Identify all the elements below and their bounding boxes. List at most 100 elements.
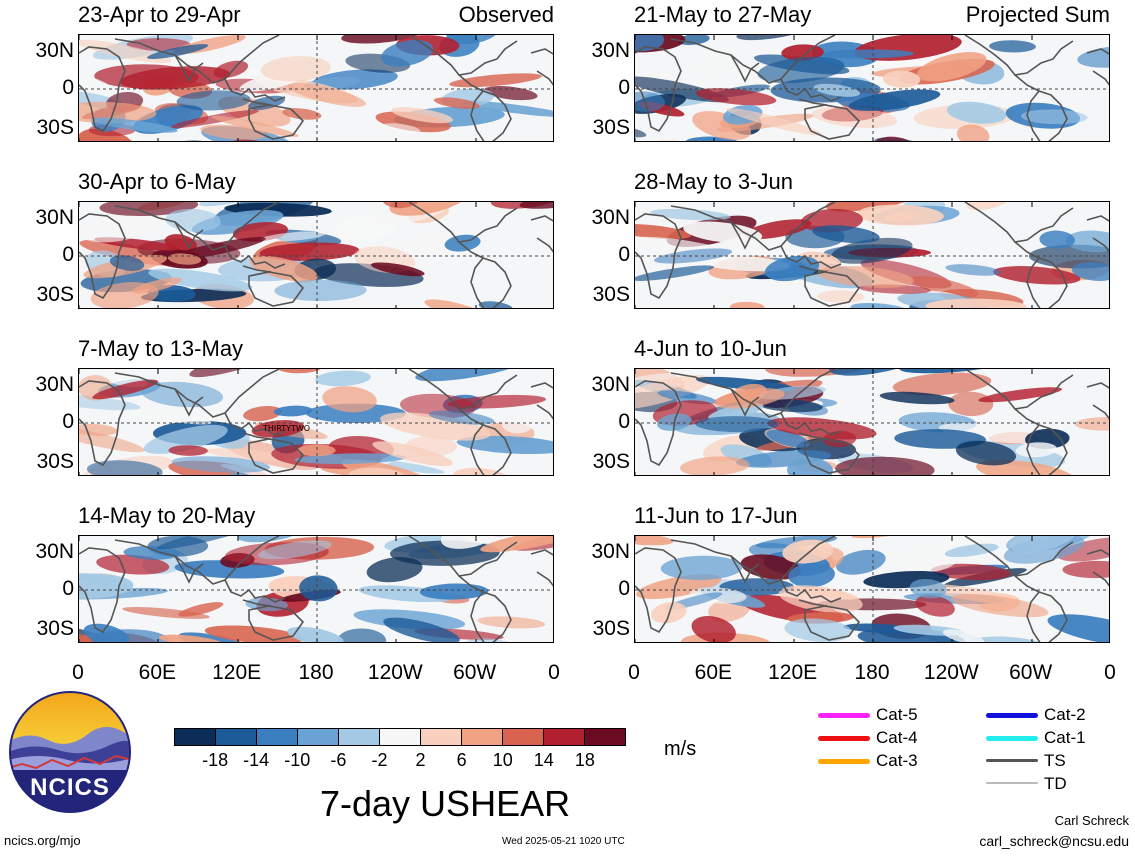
shear-contour [519, 202, 553, 209]
coastline [798, 98, 828, 106]
shear-contour [159, 634, 225, 642]
shear-contour [915, 595, 955, 617]
panel-title: 28-May to 3-Jun [634, 169, 793, 194]
panel-tag: Projected Sum [965, 2, 1110, 27]
shear-contour [81, 216, 153, 243]
coastline [242, 432, 272, 440]
shear-contour [766, 429, 810, 448]
coastline [242, 98, 272, 106]
lon-tick-label: 0 [548, 661, 560, 684]
shear-contour [635, 35, 665, 52]
shear-contour [696, 53, 731, 76]
shear-contour [695, 88, 777, 106]
coastline [798, 265, 828, 273]
shear-contour [143, 424, 228, 454]
shear-contour [635, 224, 692, 240]
shear-contour [380, 412, 491, 441]
coastline [1092, 404, 1109, 420]
shear-contour [946, 101, 1007, 124]
coastline [224, 78, 286, 102]
lat-tick-label: 30S [592, 617, 630, 640]
shear-contour [944, 543, 999, 558]
shear-contour [424, 299, 487, 308]
shear-contour [381, 39, 434, 67]
coastline [224, 245, 286, 269]
colorbar-swatch [339, 729, 380, 745]
shear-contour [782, 539, 834, 564]
legend-line [818, 759, 870, 764]
shear-contour [237, 536, 302, 543]
shear-contour [347, 467, 408, 475]
coastline [780, 412, 842, 436]
coastline [114, 536, 280, 585]
panel-tag: Observed [458, 2, 554, 27]
coastline [730, 555, 760, 584]
shear-contour [909, 578, 947, 599]
shear-contour [729, 301, 765, 308]
shear-contour [79, 426, 145, 453]
legend-label: Cat-3 [876, 751, 918, 770]
footer-url[interactable]: ncics.org/mjo [4, 833, 81, 848]
lat-tick-label: 0 [618, 410, 630, 433]
shear-contour [337, 628, 387, 642]
colorbar-swatch [380, 729, 421, 745]
shear-contour [825, 202, 925, 212]
shear-contour [99, 202, 199, 216]
shear-contour [695, 416, 779, 433]
shear-contour [124, 409, 212, 425]
shear-contour [690, 254, 791, 272]
shear-contour [389, 202, 470, 216]
shear-contour [695, 376, 796, 392]
shear-contour [352, 308, 412, 309]
shear-contour [370, 262, 425, 277]
lon-tick-label: 120W [367, 661, 423, 684]
coastline [242, 599, 272, 607]
shear-map-panel [634, 368, 1110, 476]
shear-contour [287, 626, 344, 642]
coastline [1026, 424, 1041, 475]
shear-map-panel [78, 34, 554, 142]
shear-contour [79, 73, 112, 92]
colorbar-tick-label: 14 [533, 750, 554, 770]
shear-contour [813, 83, 861, 97]
shear-contour [892, 372, 992, 396]
coastline [635, 380, 682, 467]
lat-tick-label: 30S [36, 283, 74, 306]
shear-contour [835, 456, 935, 475]
shear-contour [679, 456, 750, 475]
shear-contour [79, 394, 141, 411]
coastline [1026, 591, 1041, 642]
shear-contour [956, 124, 990, 141]
lat-tick-label: 30S [592, 283, 630, 306]
coastline [804, 605, 861, 641]
shear-contour [660, 555, 743, 580]
lat-tick-label: 0 [618, 76, 630, 99]
shear-contour [170, 109, 259, 129]
shear-contour [1062, 560, 1109, 579]
shear-contour [938, 423, 1049, 444]
coastline [780, 245, 842, 269]
coastline [1014, 575, 1068, 642]
shear-contour [243, 405, 282, 422]
lon-tick-label: 60E [138, 661, 177, 684]
shear-contour [251, 420, 305, 438]
coastline [798, 599, 828, 607]
colorbar-swatch [257, 729, 298, 745]
footer-email[interactable]: carl_schreck@ncsu.edu [979, 833, 1129, 849]
shear-contour [120, 66, 231, 90]
lon-tick-label: 180 [854, 661, 890, 684]
coastline [174, 54, 204, 83]
shear-contour [176, 90, 251, 111]
coastline [804, 104, 861, 140]
shear-map-panel [78, 535, 554, 643]
shear-contour [966, 202, 1008, 211]
shear-contour [366, 557, 423, 583]
panel-title: 23-Apr to 29-Apr [78, 2, 241, 27]
lat-tick-label: 0 [618, 577, 630, 600]
coastline [635, 547, 682, 634]
shear-contour [381, 202, 422, 209]
colorbar-swatch [216, 729, 257, 745]
coastline [804, 438, 861, 474]
panel-title: 4-Jun to 10-Jun [634, 336, 787, 361]
coastline [1014, 241, 1068, 308]
